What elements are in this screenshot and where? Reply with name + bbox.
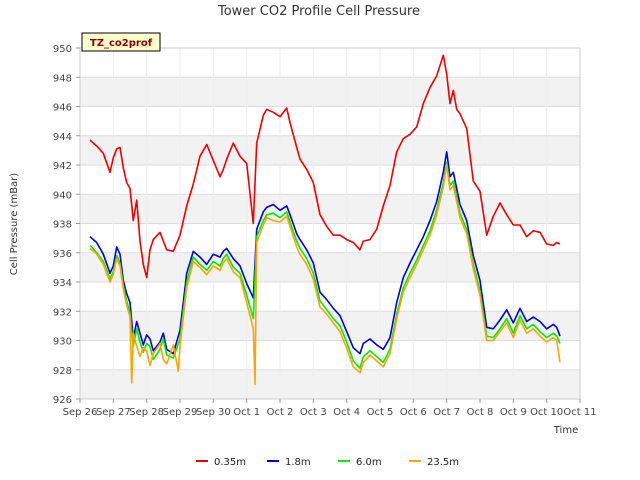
series-group [89, 54, 561, 386]
plot-band [80, 369, 580, 399]
x-tick-label: Oct 10 [530, 407, 563, 418]
x-tick-label: Sep 28 [129, 407, 164, 418]
series-line-0.35m [89, 54, 561, 279]
x-tick-label: Oct 11 [563, 407, 596, 418]
legend-label: 1.8m [285, 457, 311, 468]
x-axis-label: Time [553, 425, 578, 436]
y-tick-label: 946 [53, 103, 72, 114]
x-tick-label: Oct 3 [300, 407, 327, 418]
x-tick-label: Oct 1 [233, 407, 260, 418]
y-axis-label: Cell Pressure (mBar) [9, 173, 20, 275]
x-tick-label: Oct 9 [500, 407, 527, 418]
x-tick-label: Sep 30 [196, 407, 231, 418]
plot-band [80, 77, 580, 107]
y-tick-label: 950 [53, 44, 72, 55]
x-tick-label: Oct 7 [433, 407, 460, 418]
y-tick-label: 940 [53, 190, 72, 201]
y-tick-label: 926 [53, 395, 72, 406]
y-tick-label: 942 [53, 161, 72, 172]
series-line-23.5m [89, 164, 561, 386]
site-badge-box [81, 32, 161, 52]
x-tick-label: Oct 2 [267, 407, 294, 418]
plot-band [80, 194, 580, 224]
x-tick-label: Sep 26 [63, 407, 98, 418]
chart-title: Tower CO2 Profile Cell Pressure [217, 4, 420, 19]
y-tick-label: 930 [53, 337, 72, 348]
plot-band [80, 135, 580, 165]
y-tick-label: 932 [53, 307, 72, 318]
y-tick-label: 948 [53, 73, 72, 84]
legend: 0.35m 1.8m 6.0m 23.5m [196, 457, 459, 468]
y-tick-label: 944 [53, 132, 72, 143]
x-tick-label: Oct 6 [400, 407, 427, 418]
series-line-6.0m [89, 161, 561, 370]
series-line-1.8m [89, 151, 561, 355]
site-badge-text: TZ_co2prof [90, 38, 153, 49]
x-tick-label: Oct 4 [333, 407, 360, 418]
x-tick-label: Sep 27 [96, 407, 131, 418]
y-tick-label: 928 [53, 366, 72, 377]
x-tick-label: Oct 5 [367, 407, 394, 418]
plot-band [80, 252, 580, 282]
legend-label: 0.35m [214, 457, 246, 468]
legend-label: 6.0m [356, 457, 382, 468]
site-badge: TZ_co2prof [81, 32, 161, 52]
y-tick-label: 938 [53, 220, 72, 231]
x-tick-label: Oct 8 [467, 407, 494, 418]
y-tick-label: 936 [53, 249, 72, 260]
y-tick-label: 934 [53, 278, 72, 289]
x-tick-label: Sep 29 [163, 407, 198, 418]
y-axis-ticks: 926 928 930 932 934 936 938 940 942 944 946 948 950 [53, 44, 80, 406]
legend-label: 23.5m [427, 457, 459, 468]
